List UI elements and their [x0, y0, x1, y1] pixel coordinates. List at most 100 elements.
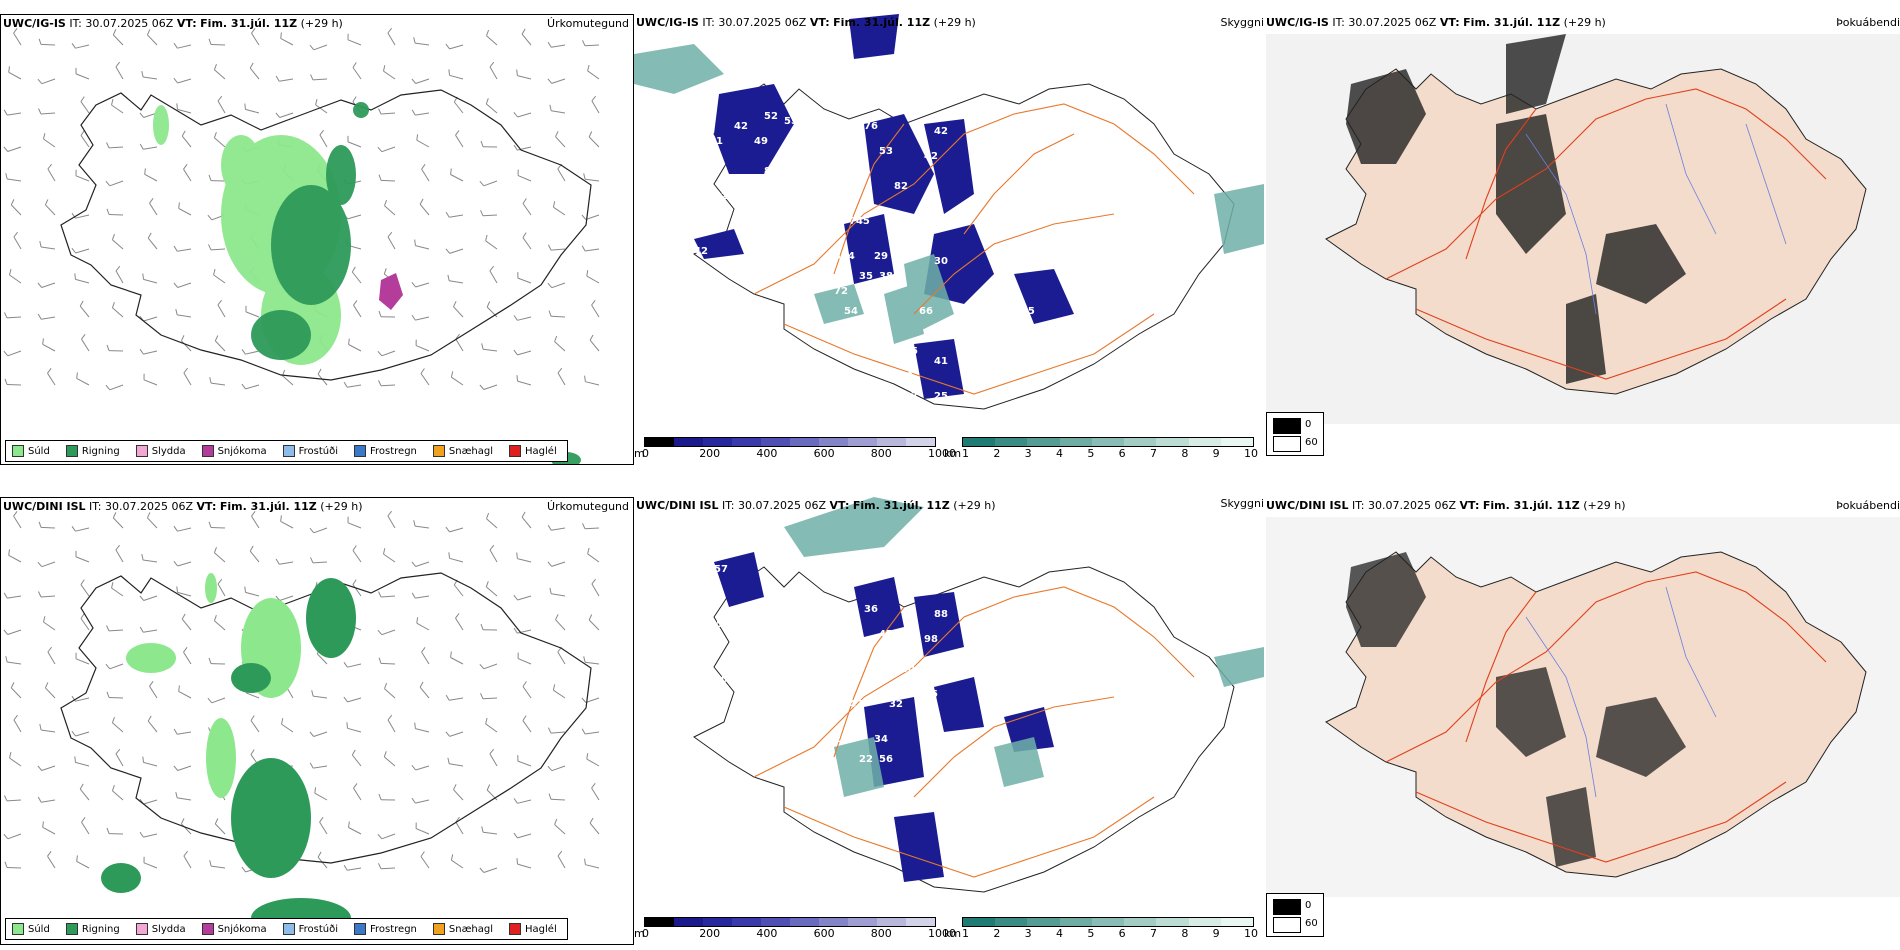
legend-label: Haglél: [525, 445, 557, 457]
wind-barb: [41, 799, 56, 803]
wind-barb: [115, 753, 124, 767]
wind-barb: [551, 527, 566, 531]
colorbar-segment: [790, 918, 819, 926]
wind-barb-flag: [455, 816, 460, 823]
wind-barb: [551, 78, 566, 84]
snow-area: [379, 273, 403, 310]
wind-barb-flag: [37, 796, 42, 803]
legend-item: Haglél: [509, 445, 557, 457]
wind-barb-flag: [352, 62, 357, 68]
wind-barb: [313, 44, 328, 51]
colorbar-tick-label: 4: [1056, 927, 1063, 940]
wind-barb: [177, 78, 192, 84]
wind-barb-flag: [38, 108, 42, 115]
wind-barb: [551, 593, 566, 597]
wind-barb-flag: [513, 144, 518, 151]
wind-barb-flag: [378, 174, 382, 181]
wind-barb-flag: [111, 98, 114, 106]
wind-barb-flag: [411, 281, 416, 288]
colorbar-segment: [1220, 918, 1253, 926]
wind-barb-flag: [447, 274, 450, 281]
wind-barb: [7, 178, 22, 182]
wind-barb-flag: [455, 130, 460, 136]
wind-barb-flag: [115, 265, 121, 272]
wind-barb-flag: [141, 553, 144, 561]
wind-barb: [551, 282, 566, 289]
legend-item: Frostregn: [354, 923, 417, 935]
wind-barb: [75, 278, 90, 284]
wind-barb: [47, 168, 56, 182]
wind-barb-flag: [3, 629, 9, 635]
wind-barb: [181, 618, 192, 631]
wind-barb-flag: [178, 202, 180, 209]
wind-barb-flag: [485, 581, 489, 588]
wind-barb: [449, 44, 464, 50]
wind-barb: [557, 855, 566, 869]
wind-barb: [421, 168, 430, 182]
colorbar-tick-label: 1: [962, 927, 969, 940]
wind-barb: [177, 797, 192, 801]
legend-label: Súld: [28, 445, 50, 457]
wind-barb-flag: [76, 855, 78, 862]
wind-barb: [483, 180, 498, 187]
legend-label: Slydda: [151, 445, 186, 457]
wind-barb-flag: [44, 682, 49, 689]
wind-barb-flag: [522, 681, 527, 687]
panel-header: UWC/IG-IS IT: 30.07.2025 06Z VT: Fim. 31…: [3, 17, 343, 30]
legend-label: Slydda: [151, 923, 186, 935]
wind-barb-flag: [378, 657, 382, 664]
wind-barb: [7, 629, 22, 635]
wind-barb-flag: [547, 727, 552, 734]
wind-barb: [347, 663, 362, 668]
wind-barb: [143, 146, 158, 150]
wind-barb: [517, 799, 532, 804]
wind-barb-flag: [209, 377, 212, 384]
wind-barb-flag: [552, 201, 556, 208]
colorbar-tick-label: 3: [1024, 927, 1032, 940]
colorbar-segment: [732, 438, 761, 446]
precip-type-panel: UWC/IG-IS IT: 30.07.2025 06Z VT: Fim. 31…: [0, 14, 634, 465]
wind-barb: [177, 108, 192, 114]
wind-barb: [415, 78, 430, 84]
wind-barb: [453, 789, 464, 801]
wind-barb-flag: [3, 592, 8, 599]
visibility-colorbar: km 1 2 3 4 5 6 7 8 9 10: [944, 915, 1264, 945]
wind-barb-flag: [513, 349, 518, 356]
fog-indicator-panel: UWC/IG-IS IT: 30.07.2025 06Z VT: Fim. 31…: [1266, 14, 1900, 463]
colorbar-segment: [645, 918, 674, 926]
wind-barb-flag: [513, 315, 518, 321]
wind-barb: [147, 34, 158, 46]
wind-barb-flag: [13, 28, 18, 34]
wind-barb: [279, 561, 294, 565]
wind-barb: [143, 629, 158, 633]
wind-barb: [416, 622, 430, 631]
wind-barb-flag: [106, 142, 110, 149]
colorbar-tick-label: 800: [870, 447, 892, 460]
wind-barb-flag: [3, 350, 9, 357]
wind-barb-flag: [348, 338, 350, 345]
wind-barb: [75, 731, 90, 737]
wind-barb: [112, 722, 124, 733]
wind-barb: [40, 595, 56, 598]
wind-barb-flag: [516, 858, 518, 865]
wind-barb-flag: [207, 214, 213, 221]
wind-barb: [591, 304, 600, 318]
wind-barb-flag: [47, 646, 52, 653]
wind-barb: [7, 833, 22, 840]
wind-barb-flag: [413, 520, 416, 527]
wind-barb-flag: [419, 198, 424, 205]
wind-barb: [352, 584, 362, 597]
wind-barb: [6, 867, 22, 869]
wind-barb: [7, 146, 22, 152]
cloud-base-value-label: 55: [784, 116, 798, 127]
colorbar-segment: [1059, 918, 1092, 926]
precip-map: [3, 27, 600, 464]
wind-barb: [47, 372, 56, 386]
colorbar-segment: [1188, 438, 1221, 446]
wind-barb-flag: [180, 818, 185, 825]
wind-barb: [108, 697, 124, 699]
colorbar-tick-label: 9: [1212, 927, 1220, 940]
wind-barb-flag: [139, 595, 145, 601]
wind-barb: [517, 350, 532, 356]
wind-barb: [245, 350, 260, 355]
